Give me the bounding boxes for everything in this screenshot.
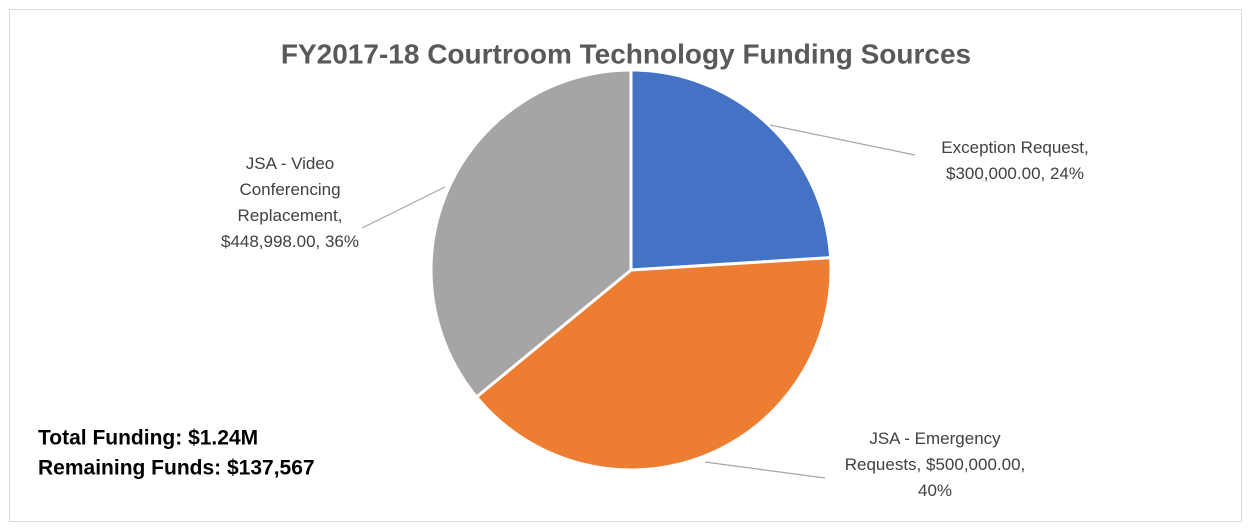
data-label: Exception Request, $300,000.00, 24%	[941, 138, 1088, 183]
leader-line	[361, 186, 446, 229]
leader-line	[769, 124, 916, 156]
data-label: JSA - Emergency Requests, $500,000.00, 40%	[845, 429, 1026, 500]
annotation: Remaining Funds: $137,567	[38, 457, 315, 480]
pie-slice	[629, 68, 833, 272]
annotation: Total Funding: $1.24M	[38, 427, 258, 450]
chart-title: FY2017-18 Courtroom Technology Funding S…	[281, 38, 971, 69]
leader-line	[704, 461, 826, 479]
pie-slice	[474, 256, 833, 472]
data-label: JSA - Video Conferencing Replacement, $448,…	[221, 154, 359, 251]
pie-slice	[429, 68, 633, 400]
